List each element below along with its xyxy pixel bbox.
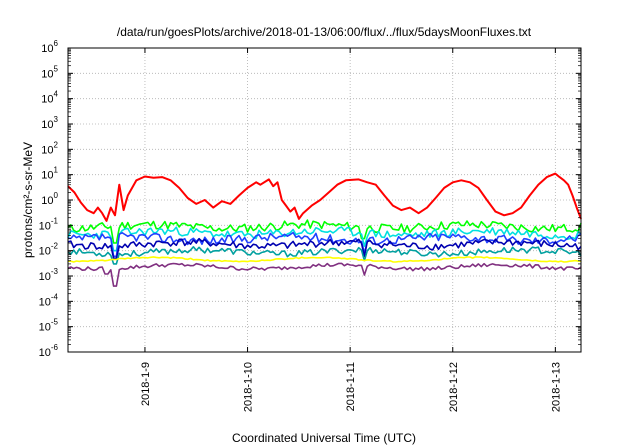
x-tick-label: 2018-1-9	[140, 362, 152, 406]
x-tick-label: 2018-1-10	[243, 362, 255, 412]
y-tick-label: 103	[41, 115, 58, 131]
y-tick-label: 104	[41, 90, 58, 106]
y-tick-label: 10-4	[39, 292, 59, 308]
chart-title: /data/run/goesPlots/archive/2018-01-13/0…	[117, 25, 532, 39]
series-line-6	[68, 256, 582, 263]
x-tick-label: 2018-1-11	[345, 362, 357, 411]
y-tick-label: 10-6	[39, 343, 59, 359]
x-axis-label: Coordinated Universal Time (UTC)	[232, 431, 416, 445]
grid	[68, 48, 581, 352]
series-line-3	[67, 231, 582, 258]
y-axis-label: protons/cm²-s-sr-MeV	[21, 142, 35, 258]
y-tick-label: 10-3	[39, 267, 59, 283]
x-tick-label: 2018-1-12	[448, 362, 460, 412]
y-tick-label: 105	[41, 64, 58, 80]
series-line-0	[67, 172, 582, 222]
series-line-4	[67, 237, 582, 260]
series-line-1	[67, 219, 582, 244]
x-tick-label: 2018-1-13	[550, 362, 562, 412]
y-tick-label: 101	[41, 166, 58, 182]
series-line-5	[67, 246, 582, 265]
y-tick-label: 102	[41, 140, 58, 156]
series-line-2	[67, 226, 582, 252]
axis-ticks: 10-6 10-5 10-4 10-3 10-2 10-1 100 101 102 103 104 1…	[39, 39, 581, 412]
y-tick-label: 10-5	[39, 318, 59, 334]
y-tick-label: 10-2	[39, 242, 59, 258]
series-line-7	[67, 262, 582, 287]
y-tick-label: 10-1	[39, 216, 59, 232]
series-group	[67, 172, 582, 287]
y-tick-label: 100	[41, 191, 58, 207]
y-tick-label: 106	[41, 39, 58, 55]
